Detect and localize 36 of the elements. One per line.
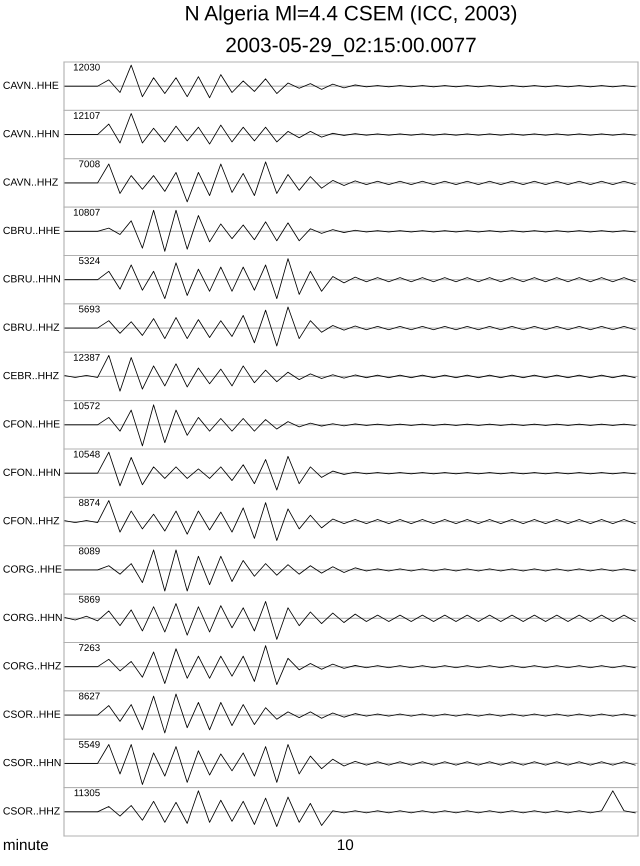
annotation: 10807 [74,208,100,216]
y-axis-title: CAVN..HHN [3,130,59,138]
y-axis-title: CBRU..HHN [3,275,60,282]
annotation: 10548 [74,450,100,458]
y-axis-title: CSOR..HHZ [3,807,60,815]
annotation: 11305 [74,789,100,796]
annotation: 10572 [74,402,100,410]
annotation: 5693 [78,306,100,312]
y-axis-title: CORG..HHN [3,614,62,622]
annotation: 12387 [74,354,100,361]
chart-title: N Algeria Ml=4.4 CSEM (ICC, 2003) [186,5,516,25]
y-axis-title: CAVN..HHZ [3,178,58,186]
annotation: 7008 [79,160,100,168]
y-axis-title: CFON..HHN [3,468,60,476]
y-axis-title: CFON..HHZ [3,516,60,524]
y-axis-title: CFON..HHE [3,420,60,428]
annotation: 8089 [78,547,100,554]
y-axis-title: CORG..HHZ [3,662,61,670]
y-axis-title: CSOR..HHN [3,758,60,766]
annotation: 7263 [79,644,100,652]
text: 10 [338,839,354,850]
annotation: 8874 [78,499,100,506]
x-axis-title: minute [4,838,48,850]
annotation: 5324 [78,257,100,264]
chart-subtitle: 2003-05-29_02:15:00.0077 [226,38,476,56]
annotation: 8627 [78,692,100,700]
annotation: 5549 [78,740,100,748]
y-axis-title: CORG..HHE [3,565,62,573]
y-axis-title: CSOR..HHE [3,710,60,718]
annotation: 5869 [78,596,100,603]
y-axis-title: CBRU..HHE [3,226,60,234]
annotation: 12030 [74,64,100,71]
annotation: 12107 [74,112,100,119]
y-axis-title: CAVN..HHE [3,82,58,89]
y-axis-title: CBRU..HHZ [3,323,60,331]
y-axis-title: CEBR..HHZ [3,372,59,380]
